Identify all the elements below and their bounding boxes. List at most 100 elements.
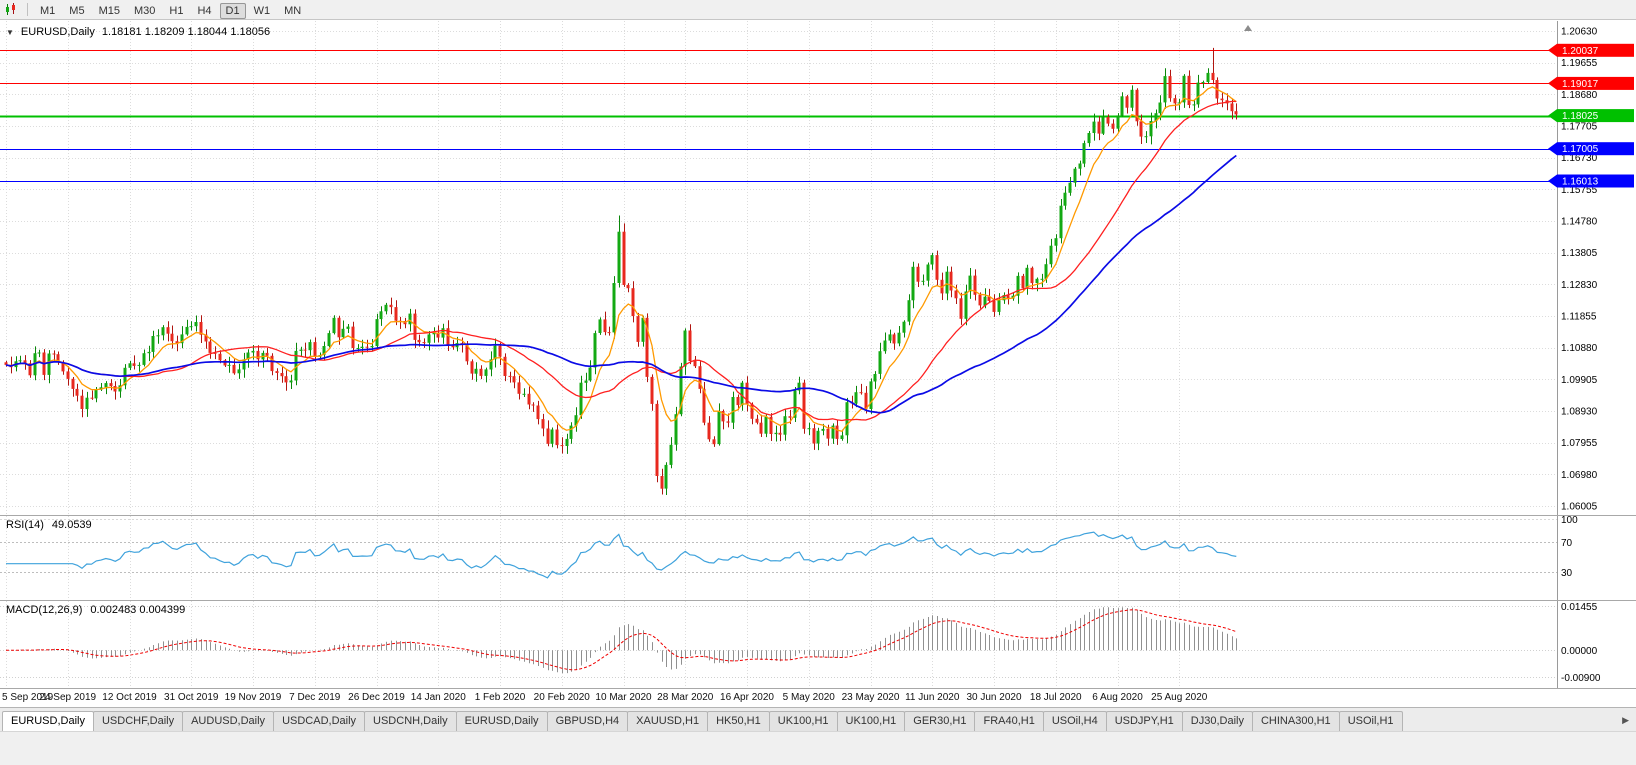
- timeframe-button-M5[interactable]: M5: [69, 4, 85, 17]
- chart-tab[interactable]: USDJPY,H1: [1105, 711, 1183, 731]
- svg-text:1.16730: 1.16730: [1561, 153, 1598, 164]
- date-label: 5 Sep 2019: [2, 692, 54, 703]
- timeframe-button-M15[interactable]: M15: [98, 4, 120, 17]
- svg-text:1.12830: 1.12830: [1561, 280, 1598, 291]
- panel-separator[interactable]: [0, 515, 1636, 516]
- date-label: 6 Aug 2020: [1092, 692, 1143, 703]
- rsi-name: RSI(14): [6, 519, 44, 531]
- chart-tab[interactable]: FRA40,H1: [974, 711, 1044, 731]
- svg-text:70: 70: [1561, 538, 1573, 549]
- time-axis[interactable]: 5 Sep 2019 24 Sep 2019 12 Oct 2019 31 Oct 2…: [0, 689, 1636, 707]
- date-label: 30 Jun 2020: [966, 692, 1022, 703]
- svg-text:1.17705: 1.17705: [1561, 122, 1598, 133]
- symbol-name: EURUSD,Daily: [20, 26, 95, 38]
- date-label: 7 Dec 2019: [289, 692, 341, 703]
- timeframe-button-MN[interactable]: MN: [284, 4, 302, 17]
- chart-tab[interactable]: GER30,H1: [904, 711, 976, 731]
- chart-tab[interactable]: USDCAD,Daily: [273, 711, 366, 731]
- date-label: 10 Mar 2020: [595, 692, 652, 703]
- chart-tab[interactable]: USDCNH,Daily: [364, 711, 457, 731]
- chart-tab[interactable]: AUDUSD,Daily: [182, 711, 275, 731]
- chart-tab[interactable]: GBPUSD,H4: [546, 711, 629, 731]
- date-label: 23 May 2020: [841, 692, 900, 703]
- svg-text:-0.00900: -0.00900: [1561, 673, 1601, 684]
- date-label: 26 Dec 2019: [348, 692, 405, 703]
- chart-tab[interactable]: USOil,H1: [1338, 711, 1403, 731]
- candlestick-chart-icon[interactable]: [4, 3, 18, 16]
- timeframe-button-W1[interactable]: W1: [253, 4, 271, 17]
- svg-text:1.20630: 1.20630: [1561, 27, 1598, 38]
- date-label: 31 Oct 2019: [164, 692, 219, 703]
- date-label: 14 Jan 2020: [410, 692, 466, 703]
- date-label: 18 Jul 2020: [1029, 692, 1082, 703]
- date-label: 5 May 2020: [782, 692, 835, 703]
- svg-text:1.20037: 1.20037: [1562, 46, 1599, 57]
- date-label: 25 Aug 2020: [1151, 692, 1208, 703]
- svg-text:1.10880: 1.10880: [1561, 343, 1598, 354]
- date-label: 16 Apr 2020: [720, 692, 774, 703]
- chart-tab[interactable]: DJ30,Daily: [1181, 711, 1253, 731]
- rsi-panel[interactable]: 100 70 30: [0, 516, 1636, 600]
- panel-separator[interactable]: [0, 600, 1636, 601]
- date-label: 11 Jun 2020: [905, 692, 960, 703]
- timeframe-button-H4[interactable]: H4: [197, 4, 212, 17]
- chart-tab[interactable]: XAUUSD,H1: [627, 711, 709, 731]
- date-label: 19 Nov 2019: [224, 692, 282, 703]
- date-label: 12 Oct 2019: [102, 692, 157, 703]
- timeframe-toolbar: M1 M5 M15 M30 H1 H4 D1 W1 MN: [0, 0, 1636, 20]
- tab-scroll-right-button[interactable]: ▶: [1622, 715, 1629, 725]
- svg-text:1.18025: 1.18025: [1562, 111, 1599, 122]
- ohlc-readout: 1.18181 1.18209 1.18044 1.18056: [101, 26, 271, 38]
- chart-tab[interactable]: EURUSD,Daily: [455, 711, 548, 731]
- chart-tab[interactable]: CHINA300,H1: [1251, 711, 1340, 731]
- panel-separator[interactable]: [0, 688, 1636, 689]
- svg-text:30: 30: [1561, 568, 1573, 579]
- bottom-filler: [0, 731, 1636, 765]
- chart-tab[interactable]: UK100,H1: [836, 711, 906, 731]
- timeframe-button-M1[interactable]: M1: [40, 4, 56, 17]
- timeframe-button-D1[interactable]: D1: [219, 2, 246, 19]
- macd-panel[interactable]: 0.01455 0.00000 -0.00900: [0, 601, 1636, 688]
- svg-text:1.11855: 1.11855: [1561, 312, 1597, 323]
- chart-title: ▼ EURUSD,Daily 1.18181 1.18209 1.18044 1…: [6, 26, 270, 38]
- price-panel[interactable]: 1.20630 1.19655 1.18680 1.17705 1.16730 1.157…: [0, 21, 1636, 515]
- date-label: 28 Mar 2020: [657, 692, 714, 703]
- chart-tab[interactable]: HK50,H1: [707, 711, 770, 731]
- timeframe-button-M30[interactable]: M30: [133, 4, 156, 17]
- chart-tab-bar: EURUSD,Daily USDCHF,Daily AUDUSD,Daily USDC…: [0, 707, 1636, 731]
- date-label: 20 Feb 2020: [533, 692, 590, 703]
- timeframe-button-H1[interactable]: H1: [169, 4, 184, 17]
- dropdown-icon[interactable]: ▼: [6, 27, 14, 37]
- svg-text:1.19655: 1.19655: [1561, 58, 1598, 69]
- macd-values: 0.002483 0.004399: [90, 604, 186, 616]
- chart-tab[interactable]: EURUSD,Daily: [2, 711, 94, 731]
- chart-tabs: EURUSD,Daily USDCHF,Daily AUDUSD,Daily USDC…: [0, 711, 1615, 731]
- svg-text:1.13805: 1.13805: [1561, 248, 1598, 259]
- rsi-indicator-label: RSI(14) 49.0539: [6, 519, 92, 531]
- svg-text:1.06980: 1.06980: [1561, 470, 1598, 481]
- svg-text:1.19017: 1.19017: [1562, 79, 1599, 90]
- svg-text:1.14780: 1.14780: [1561, 217, 1598, 228]
- svg-text:100: 100: [1561, 516, 1578, 526]
- rsi-value: 49.0539: [51, 519, 92, 531]
- chart-tab[interactable]: UK100,H1: [768, 711, 838, 731]
- date-label: 24 Sep 2019: [39, 692, 97, 703]
- svg-text:0.01455: 0.01455: [1561, 602, 1598, 613]
- chart-tab[interactable]: USOil,H4: [1042, 711, 1107, 731]
- svg-text:0.00000: 0.00000: [1561, 646, 1598, 657]
- chart-tab[interactable]: USDCHF,Daily: [92, 711, 184, 731]
- svg-text:1.15755: 1.15755: [1561, 185, 1598, 196]
- macd-name: MACD(12,26,9): [6, 604, 83, 616]
- toolbar-separator: [27, 3, 28, 16]
- svg-text:1.18680: 1.18680: [1561, 90, 1598, 101]
- svg-text:1.07955: 1.07955: [1561, 438, 1598, 449]
- svg-text:1.06005: 1.06005: [1561, 502, 1598, 513]
- svg-text:1.17005: 1.17005: [1562, 144, 1599, 155]
- chart-shift-marker: [1244, 25, 1252, 31]
- timeframe-buttons: M1 M5 M15 M30 H1 H4 D1 W1 MN: [33, 1, 308, 19]
- macd-indicator-label: MACD(12,26,9) 0.002483 0.004399: [6, 604, 185, 616]
- date-label: 1 Feb 2020: [474, 692, 526, 703]
- svg-text:1.16013: 1.16013: [1562, 177, 1599, 188]
- svg-text:1.09905: 1.09905: [1561, 375, 1598, 386]
